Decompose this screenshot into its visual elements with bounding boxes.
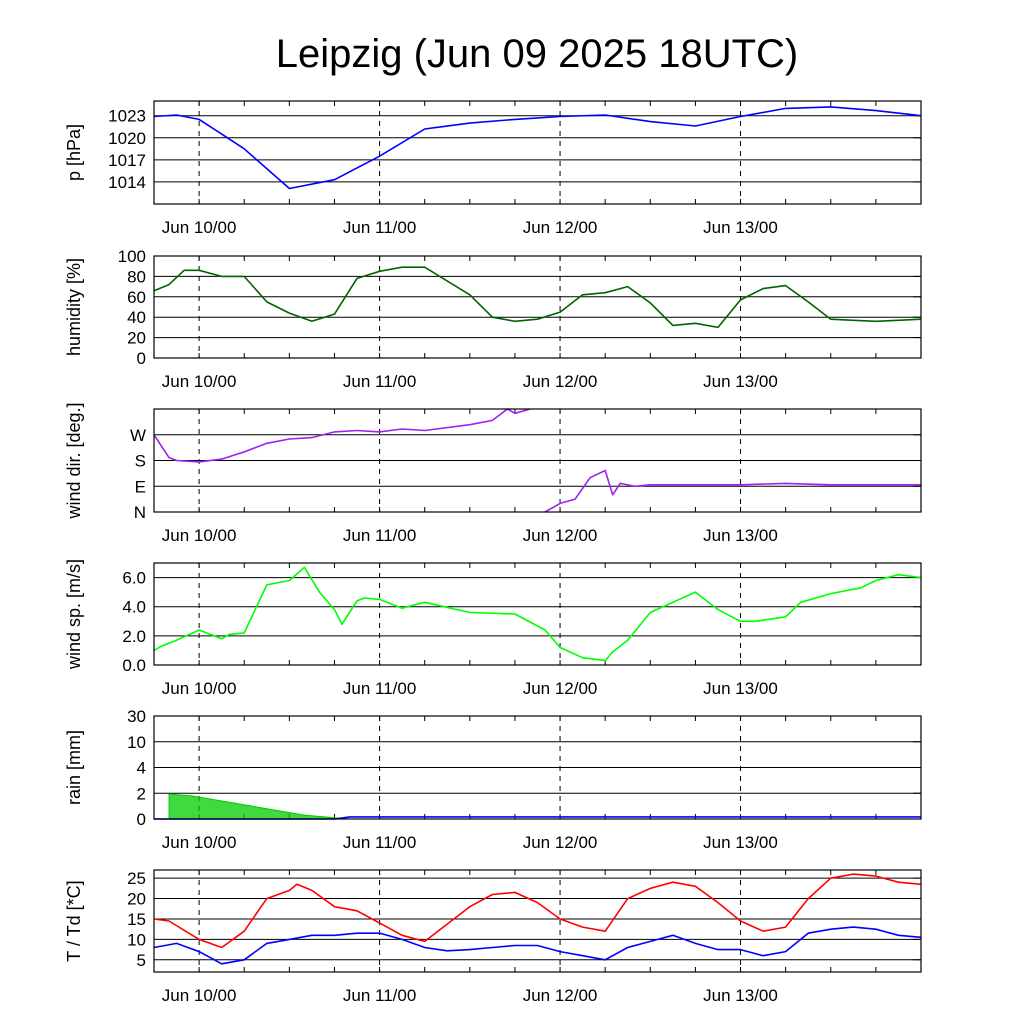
x-tick-label: Jun 13/00 <box>703 526 778 545</box>
y-axis-label: wind dir. [deg.] <box>64 402 84 519</box>
plot-frame <box>153 562 922 666</box>
x-tick-label: Jun 13/00 <box>703 218 778 237</box>
series-line <box>153 106 922 190</box>
y-tick-label: 4.0 <box>122 598 146 617</box>
x-tick-label: Jun 13/00 <box>703 986 778 1005</box>
chart-title: Leipzig (Jun 09 2025 18UTC) <box>276 32 799 76</box>
series-area <box>168 793 350 820</box>
x-tick-label: Jun 13/00 <box>703 679 778 698</box>
series-line <box>153 873 922 949</box>
y-axis-label: T / Td [*C] <box>64 880 84 961</box>
y-tick-label: 80 <box>127 267 146 286</box>
y-tick-label: 0 <box>137 349 146 368</box>
panel-rain: 0 2 4 10 30 rain [mm] Jun 10/00 Jun 11/00 Jun 12… <box>64 707 922 852</box>
y-tick-label: 100 <box>118 247 146 266</box>
x-tick-label: Jun 11/00 <box>343 372 416 391</box>
series-line <box>544 469 921 513</box>
x-tick-label: Jun 10/00 <box>162 372 237 391</box>
x-tick-label: Jun 11/00 <box>343 833 416 852</box>
y-axis-label: p [hPa] <box>64 124 84 181</box>
x-tick-label: Jun 10/00 <box>162 833 237 852</box>
x-tick-label: Jun 10/00 <box>162 218 237 237</box>
x-tick-label: Jun 10/00 <box>162 526 237 545</box>
y-tick-label: 4 <box>137 759 146 778</box>
y-tick-label: 1020 <box>108 129 146 148</box>
x-tick-label: Jun 11/00 <box>343 679 416 698</box>
y-tick-label: S <box>135 452 146 471</box>
y-tick-label: 25 <box>127 869 146 888</box>
y-tick-label: 60 <box>127 288 146 307</box>
y-tick-label: N <box>134 503 146 522</box>
x-tick-label: Jun 11/00 <box>343 986 416 1005</box>
y-tick-label: 2.0 <box>122 627 146 646</box>
x-tick-label: Jun 10/00 <box>162 986 237 1005</box>
plot-frame <box>153 408 922 513</box>
series-line <box>153 408 531 463</box>
plot-frame <box>153 715 922 820</box>
plot-frame <box>153 869 922 973</box>
x-tick-label: Jun 11/00 <box>343 526 416 545</box>
y-tick-label: 0 <box>137 810 146 829</box>
y-axis-label: wind sp. [m/s] <box>64 559 84 670</box>
y-tick-label: E <box>135 477 146 496</box>
x-tick-label: Jun 12/00 <box>523 833 598 852</box>
series-line <box>153 926 922 965</box>
y-tick-label: 10 <box>127 930 146 949</box>
x-tick-label: Jun 13/00 <box>703 372 778 391</box>
x-tick-label: Jun 12/00 <box>523 986 598 1005</box>
plot-frame <box>153 255 922 359</box>
x-tick-label: Jun 12/00 <box>523 526 598 545</box>
y-tick-label: 40 <box>127 308 146 327</box>
x-tick-label: Jun 13/00 <box>703 833 778 852</box>
y-tick-label: 5 <box>137 951 146 970</box>
y-tick-label: 6.0 <box>122 569 146 588</box>
y-axis-label: rain [mm] <box>64 730 84 805</box>
plot-frame <box>153 100 922 205</box>
x-tick-label: Jun 12/00 <box>523 218 598 237</box>
series-line <box>153 566 922 662</box>
y-tick-label: 1023 <box>108 107 146 126</box>
x-tick-label: Jun 12/00 <box>523 372 598 391</box>
panel-wind_speed: 0.0 2.0 4.0 6.0 wind sp. [m/s] Jun 10/00 Jun 1… <box>64 559 922 698</box>
y-tick-label: 30 <box>127 707 146 726</box>
panel-pressure: 1014 1017 1020 1023 p [hPa] Jun 10/00 Jun 11/0… <box>64 100 922 237</box>
x-tick-label: Jun 10/00 <box>162 679 237 698</box>
x-tick-label: Jun 12/00 <box>523 679 598 698</box>
y-tick-label: 15 <box>127 910 146 929</box>
series-line <box>153 266 922 329</box>
y-tick-label: 20 <box>127 329 146 348</box>
y-tick-label: 10 <box>127 733 146 752</box>
x-tick-label: Jun 11/00 <box>343 218 416 237</box>
y-tick-label: 1017 <box>108 151 146 170</box>
y-axis-label: humidity [%] <box>64 258 84 356</box>
y-tick-label: 20 <box>127 890 146 909</box>
y-tick-label: 0.0 <box>122 656 146 675</box>
y-tick-label: 2 <box>137 784 146 803</box>
y-tick-label: 1014 <box>108 173 146 192</box>
y-tick-label: W <box>130 426 146 445</box>
